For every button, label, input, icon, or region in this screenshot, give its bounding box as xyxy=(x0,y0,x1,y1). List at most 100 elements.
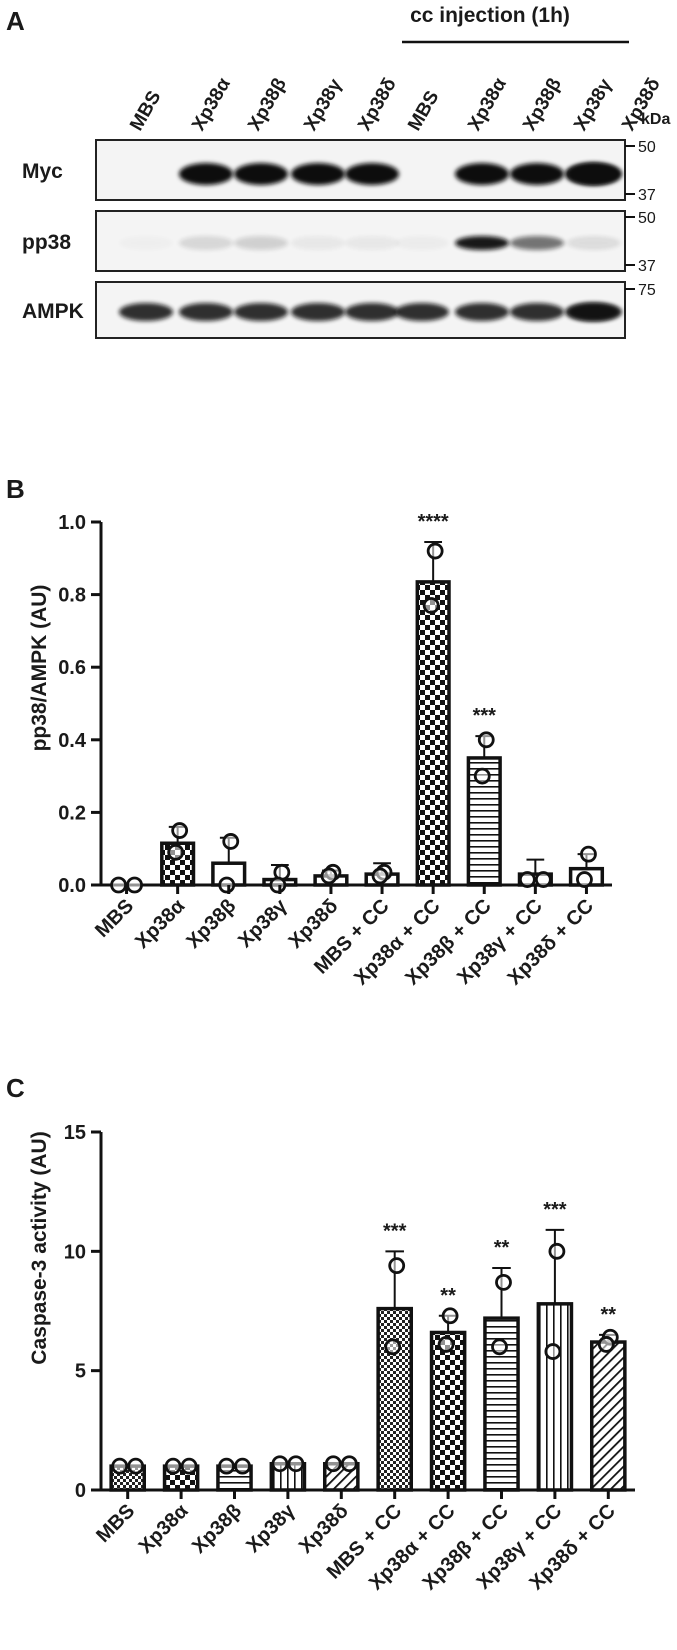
bar xyxy=(429,1330,467,1492)
data-point xyxy=(180,1457,198,1475)
data-point xyxy=(324,1455,342,1473)
y-tick-label: 1.0 xyxy=(58,512,86,534)
blot-band xyxy=(510,303,564,321)
data-point xyxy=(234,1457,251,1475)
lane-label: MBS xyxy=(404,87,443,134)
panel-letter-c: C xyxy=(6,1073,25,1103)
blot-band xyxy=(234,303,288,321)
western-blot-panel: A cc injection (1h) kDa MBS Xp38α Xp38β Xp3… xyxy=(6,4,670,339)
data-point xyxy=(491,1338,508,1356)
data-point xyxy=(597,1336,615,1353)
marker-label: 37 xyxy=(638,258,656,275)
chart-b-y-axis-label: pp38/AMPK (AU) xyxy=(28,585,51,752)
x-tick-label: Xp38α xyxy=(135,1499,194,1558)
y-tick-label: 0.6 xyxy=(58,657,86,679)
data-point xyxy=(164,1457,182,1475)
blot-row-label: Myc xyxy=(22,160,63,183)
blot-rows: Myc 50 37 pp38 50 37 AMPK 75 xyxy=(22,139,656,339)
data-point xyxy=(441,1307,459,1325)
data-point xyxy=(218,1457,235,1475)
data-point xyxy=(534,871,552,888)
y-tick-label: 0 xyxy=(75,1480,86,1502)
y-tick-label: 5 xyxy=(75,1361,86,1383)
data-point xyxy=(271,1455,289,1473)
blot-band xyxy=(234,236,288,250)
y-tick-label: 15 xyxy=(64,1122,86,1144)
blot-band xyxy=(568,303,622,321)
significance-label: *** xyxy=(473,705,497,727)
y-tick-label: 0.2 xyxy=(58,802,86,824)
marker-label: 50 xyxy=(638,139,656,156)
blot-band xyxy=(395,303,449,321)
blot-band xyxy=(179,303,233,321)
blot-band xyxy=(291,303,345,321)
x-tick-label: Xp38γ xyxy=(234,894,292,952)
significance-label: **** xyxy=(418,511,449,533)
data-point xyxy=(580,845,597,863)
lane-label: MBS xyxy=(126,87,165,134)
data-point xyxy=(110,876,127,894)
significance-label: *** xyxy=(543,1199,567,1221)
lane-label: Xp38γ xyxy=(570,75,616,134)
x-tick-label: MBS xyxy=(92,1500,139,1547)
blot-band xyxy=(345,303,399,321)
data-point xyxy=(171,822,189,839)
data-point xyxy=(548,1242,566,1260)
blot-band xyxy=(568,236,622,250)
data-point xyxy=(127,1457,145,1475)
blot-band xyxy=(568,163,622,185)
data-point xyxy=(340,1455,358,1473)
lane-label: Xp38γ xyxy=(300,75,346,134)
data-point xyxy=(126,876,143,894)
blot-band xyxy=(179,236,233,250)
data-point xyxy=(437,1336,455,1353)
y-tick-label: 10 xyxy=(64,1241,86,1263)
kda-label: kDa xyxy=(641,111,670,128)
data-point xyxy=(111,1457,129,1475)
blot-row: pp38 50 37 xyxy=(22,210,656,275)
x-tick-label: Xp38β xyxy=(182,895,240,953)
data-point xyxy=(576,871,593,888)
blot-band xyxy=(345,236,399,250)
blot-row-label: pp38 xyxy=(22,231,71,254)
data-point xyxy=(371,867,389,885)
data-point xyxy=(269,876,287,894)
marker-label: 37 xyxy=(638,187,656,204)
y-tick-label: 0.0 xyxy=(58,875,86,897)
data-point xyxy=(388,1257,406,1275)
blot-band xyxy=(455,236,509,250)
chart-c: C Caspase-3 activity (AU) 0 5 10 15 MBSXp38α… xyxy=(6,1073,635,1595)
data-point xyxy=(426,542,444,560)
x-tick-label: Xp38γ xyxy=(242,1499,300,1557)
blot-band xyxy=(510,163,564,185)
data-point xyxy=(518,871,536,888)
lane-label: Xp38α xyxy=(188,74,235,134)
bar xyxy=(536,1302,574,1492)
blot-header: cc injection (1h) xyxy=(410,4,570,27)
blot-band xyxy=(395,236,449,250)
blot-band xyxy=(455,303,509,321)
panel-letter-b: B xyxy=(6,474,25,504)
x-tick-label: Xp38β xyxy=(188,1500,246,1558)
data-point xyxy=(495,1273,512,1291)
data-point xyxy=(167,843,185,861)
panel-letter-a: A xyxy=(6,6,25,36)
bar xyxy=(376,1306,414,1492)
data-point xyxy=(218,876,236,894)
data-point xyxy=(384,1338,402,1356)
data-point xyxy=(544,1343,562,1360)
blot-band xyxy=(291,236,345,250)
y-tick-label: 0.8 xyxy=(58,585,86,607)
blot-band xyxy=(510,236,564,250)
blot-band xyxy=(234,163,288,185)
data-point xyxy=(287,1455,305,1473)
blot-row: Myc 50 37 xyxy=(22,139,656,204)
blot-band xyxy=(455,163,509,185)
data-point xyxy=(422,597,440,614)
bar xyxy=(589,1340,627,1492)
chart-c-y-axis-label: Caspase-3 activity (AU) xyxy=(28,1131,51,1364)
y-tick-label: 0.4 xyxy=(58,730,87,752)
lane-label: Xp38β xyxy=(519,75,566,135)
